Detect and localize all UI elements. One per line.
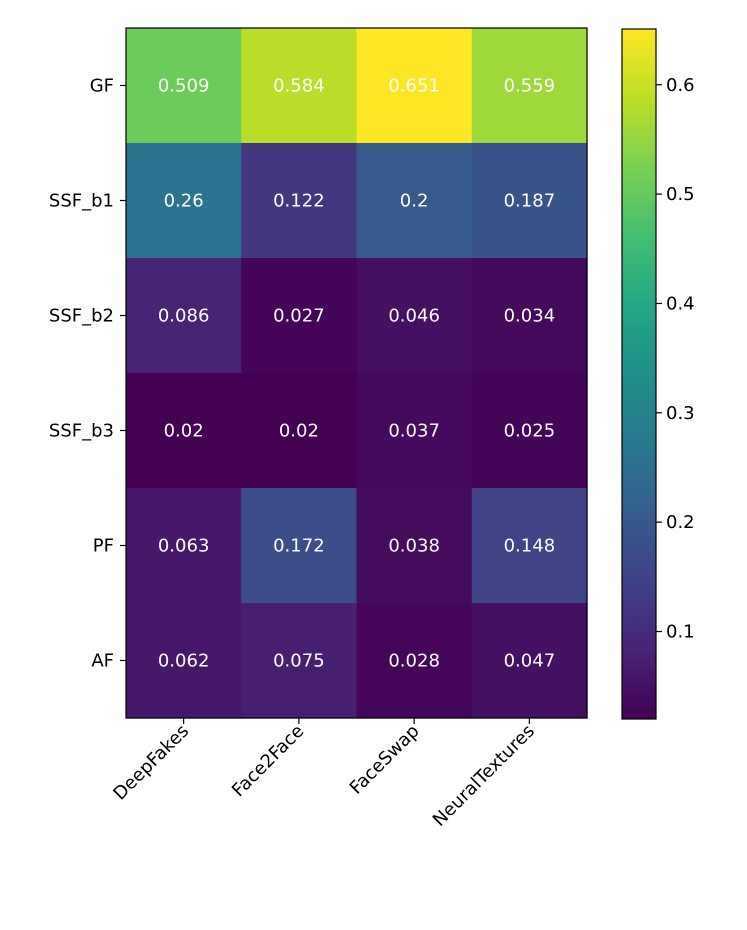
colorbar-tick-label: 0.1 [666, 622, 695, 643]
cell-value-label: 0.062 [158, 651, 210, 672]
cell-value-label: 0.037 [388, 421, 440, 442]
heatmap-cell [241, 143, 358, 259]
colorbar-axis: 0.1 0.2 0.3 0.4 0.5 0.6 [656, 75, 695, 643]
y-tick-label: AF [91, 651, 114, 672]
heatmap-cells [126, 28, 588, 719]
heatmap-cell [356, 28, 473, 144]
heatmap-cell [241, 373, 358, 489]
y-tick-label: PF [93, 536, 114, 557]
heatmap-cell [471, 603, 588, 719]
x-tick-label: Face2Face [228, 721, 309, 802]
colorbar [622, 29, 656, 719]
cell-value-label: 0.075 [273, 651, 325, 672]
colorbar-tick-label: 0.2 [666, 512, 695, 533]
x-tick-label: NeuralTextures [429, 721, 539, 831]
heatmap-cell [241, 603, 358, 719]
cell-value-label: 0.02 [164, 421, 204, 442]
colorbar-tick-label: 0.4 [666, 293, 695, 314]
cell-value-label: 0.187 [504, 191, 556, 212]
plot-frame [125, 27, 588, 719]
cell-value-label: 0.02 [279, 421, 319, 442]
heatmap-cell [126, 258, 242, 374]
colorbar-tick-label: 0.5 [666, 184, 695, 205]
y-axis: GF SSF_b1 SSF_b2 SSF_b3 PF AF [49, 76, 126, 672]
x-tick-label: DeepFakes [109, 721, 193, 805]
x-tick-label: FaceSwap [346, 721, 424, 799]
cell-value-label: 0.025 [504, 421, 556, 442]
heatmap-cell [471, 488, 588, 604]
cell-value-label: 0.172 [273, 536, 325, 557]
cell-value-label: 0.559 [504, 76, 556, 97]
y-tick-label: SSF_b1 [49, 191, 114, 212]
cell-value-label: 0.027 [273, 306, 325, 327]
heatmap-cell [471, 143, 588, 259]
cell-value-label: 0.063 [158, 536, 210, 557]
heatmap-cell [356, 258, 473, 374]
cell-value-label: 0.584 [273, 76, 325, 97]
heatmap-cell [471, 28, 588, 144]
cell-value-label: 0.034 [504, 306, 556, 327]
cell-value-labels: 0.509 0.584 0.651 0.559 0.26 0.122 0.2 0.187 0.0… [158, 76, 555, 672]
heatmap-cell [356, 603, 473, 719]
cell-value-label: 0.086 [158, 306, 210, 327]
cell-value-label: 0.651 [388, 76, 440, 97]
cell-value-label: 0.047 [504, 651, 556, 672]
y-tick-label: SSF_b3 [49, 421, 114, 442]
heatmap-cell [356, 143, 473, 259]
heatmap-cell [471, 258, 588, 374]
cell-value-label: 0.122 [273, 191, 325, 212]
heatmap-cell [471, 373, 588, 489]
heatmap-cell [241, 28, 358, 144]
x-axis: DeepFakes Face2Face FaceSwap NeuralTextures [109, 718, 539, 831]
colorbar-frame [621, 28, 657, 720]
colorbar-tick-label: 0.6 [666, 75, 695, 96]
cell-value-label: 0.038 [388, 536, 440, 557]
heatmap-cell [126, 488, 242, 604]
cell-value-label: 0.028 [388, 651, 440, 672]
heatmap-cell [356, 373, 473, 489]
heatmap-cell [126, 603, 242, 719]
cell-value-label: 0.26 [164, 191, 204, 212]
heatmap-cell [126, 373, 242, 489]
heatmap-cell [356, 488, 473, 604]
cell-value-label: 0.046 [388, 306, 440, 327]
heatmap-cell [126, 28, 242, 144]
cell-value-label: 0.509 [158, 76, 210, 97]
y-tick-label: GF [90, 76, 114, 97]
cell-value-label: 0.2 [400, 191, 429, 212]
heatmap-cell [241, 258, 358, 374]
heatmap-cell [126, 143, 242, 259]
colorbar-tick-label: 0.3 [666, 403, 695, 424]
y-tick-label: SSF_b2 [49, 306, 114, 327]
cell-value-label: 0.148 [504, 536, 556, 557]
heatmap-cell [241, 488, 358, 604]
